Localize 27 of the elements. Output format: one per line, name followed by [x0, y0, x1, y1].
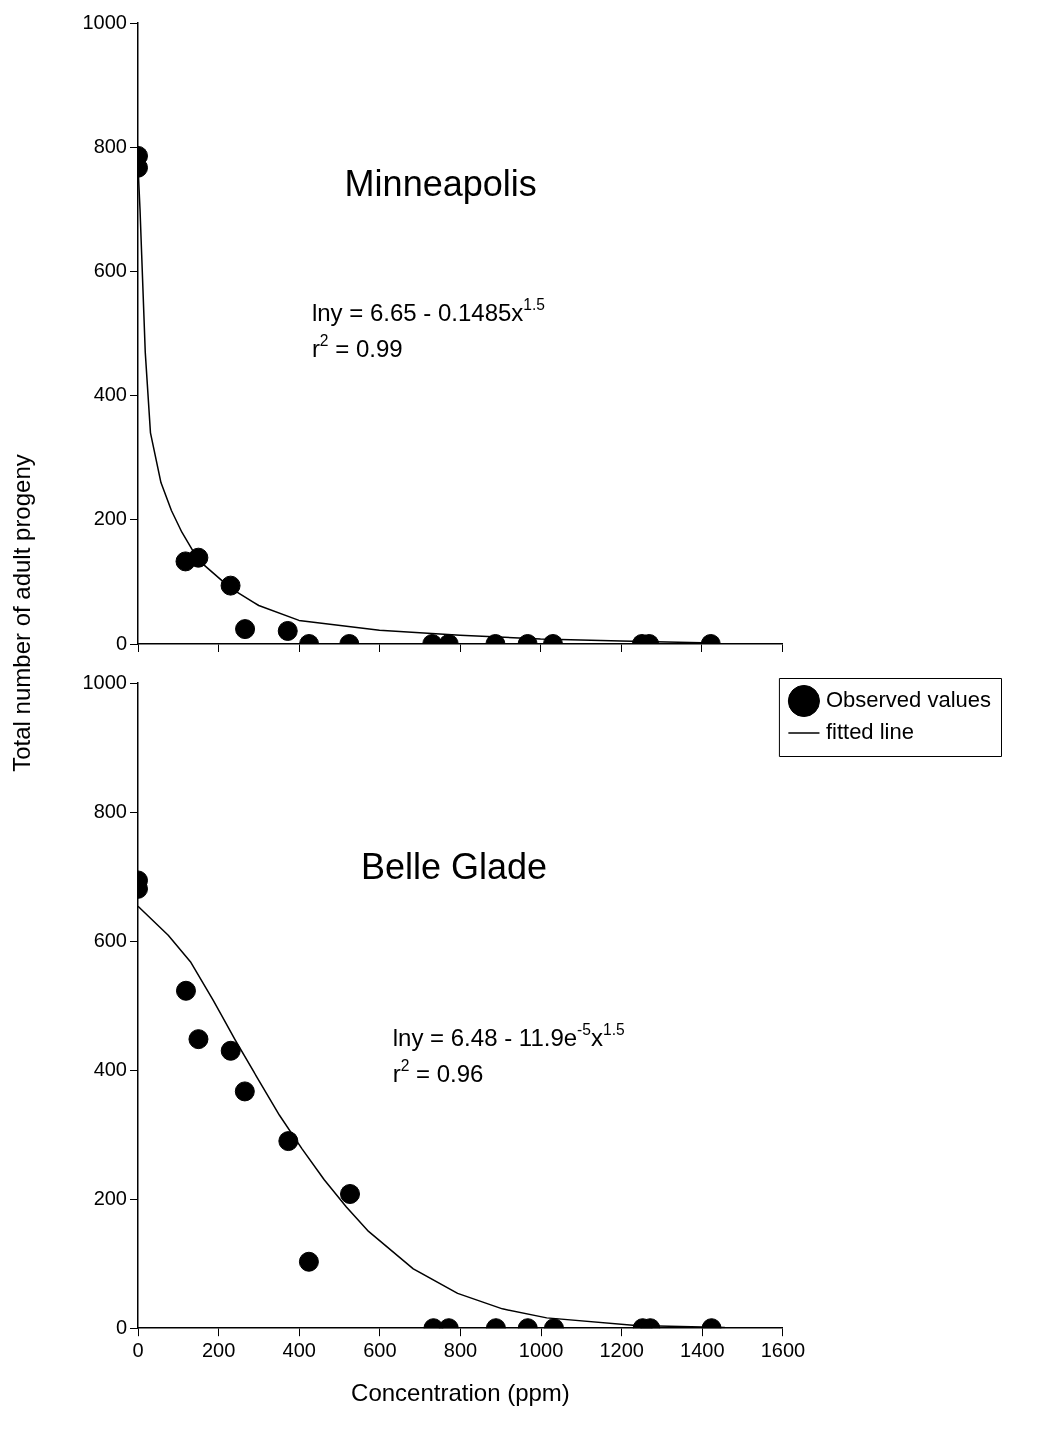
- y-tick-label: 800: [93, 799, 127, 822]
- y-tick-label: 0: [115, 631, 127, 654]
- x-tick-label: 1200: [599, 1338, 644, 1361]
- x-tick-label: 1000: [518, 1338, 564, 1361]
- y-tick-label: 0: [115, 1315, 127, 1338]
- x-tick-label: 800: [443, 1338, 478, 1361]
- y-tick-label: 400: [93, 1057, 127, 1080]
- x-tick-label: 200: [201, 1338, 236, 1361]
- y-tick-label: 800: [93, 134, 127, 157]
- legend-label: Observed values: [825, 687, 992, 713]
- x-tick-label: 400: [282, 1338, 316, 1361]
- y-tick-label: 600: [93, 928, 127, 951]
- y-axis-title: Total number of adult progeny: [8, 454, 36, 772]
- x-tick-label: 1400: [680, 1338, 725, 1361]
- x-axis-title: Concentration (ppm): [351, 1379, 570, 1407]
- legend-label: fitted line: [825, 719, 914, 745]
- y-tick-label: 600: [93, 258, 127, 281]
- text: Belle Glade: [360, 845, 548, 887]
- x-tick-label: 1600: [760, 1338, 806, 1361]
- y-tick-label: 400: [93, 383, 127, 406]
- y-tick-label: 1000: [82, 670, 127, 693]
- text: Minneapolis: [344, 163, 537, 205]
- y-tick-label: 200: [93, 507, 127, 530]
- y-tick-label: 200: [93, 1186, 127, 1209]
- y-tick-label: 1000: [82, 10, 127, 33]
- x-tick-label: 600: [363, 1338, 397, 1361]
- x-tick-label: 0: [132, 1338, 144, 1361]
